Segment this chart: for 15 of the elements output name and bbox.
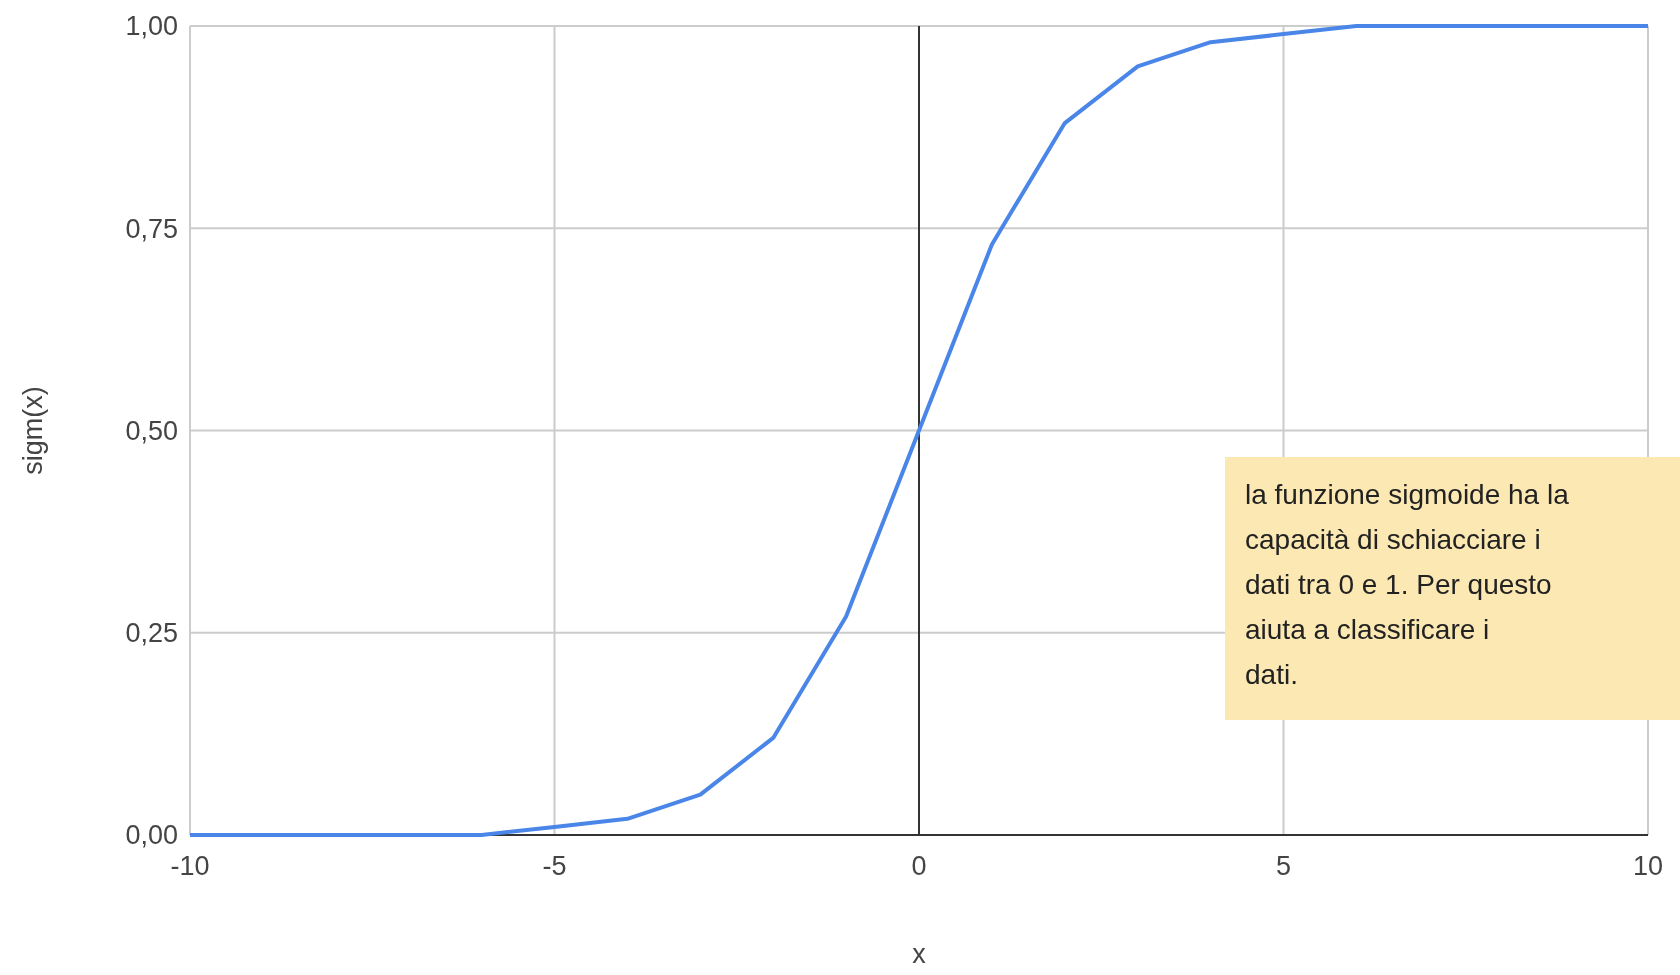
y-tick-label: 0,00 [125,820,178,851]
x-tick-label: 5 [1275,851,1292,881]
y-tick-label: 1,00 [125,11,178,42]
y-axis-title: sigm(x) [18,386,48,475]
x-tick-label: 10 [1632,851,1664,881]
annotation: la funzione sigmoide ha la capacità di schiacciare i dati tra 0 e 1. Per questo aiuta a classificare i dati. [1245,479,1570,690]
line-series [188,24,1650,837]
note-box: la funzione sigmoide ha la capacità di schiacciare i dati tra 0 e 1. Per questo aiuta a classificare i dati. [1225,457,1680,720]
y-tick-label: 0,25 [125,618,178,649]
x-tick-label: -5 [542,851,567,881]
x-tick-label: -10 [170,851,210,881]
x-tick-label: 0 [911,851,927,881]
y-tick-label: 0,75 [125,213,178,244]
x-axis-title: x [912,939,927,969]
y-tick-label: 0,50 [125,415,178,446]
